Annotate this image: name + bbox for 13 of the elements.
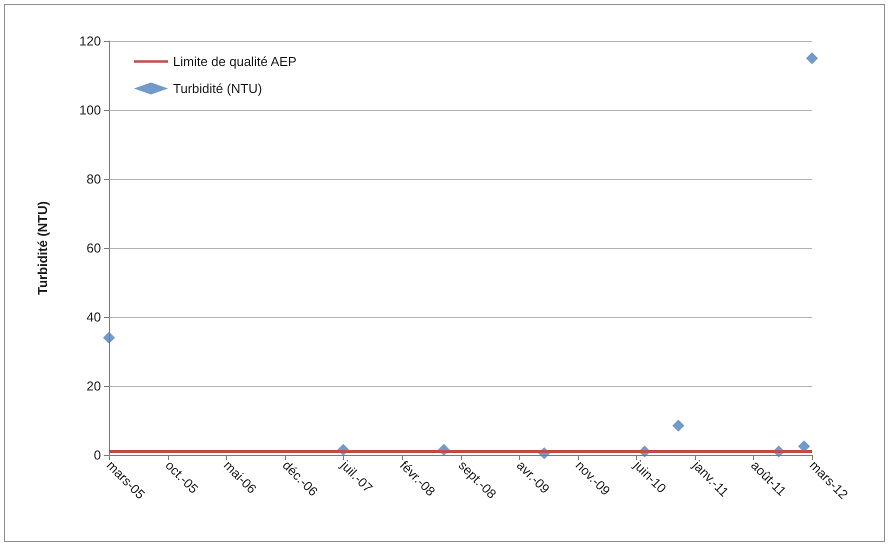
y-tick-label: 0 bbox=[94, 448, 101, 462]
y-tick-label: 20 bbox=[86, 378, 101, 394]
point bbox=[103, 332, 115, 344]
point bbox=[672, 420, 684, 432]
y-tick-label: 100 bbox=[79, 102, 101, 118]
y-tick-label: 80 bbox=[86, 172, 101, 186]
y-axis-title: Turbidité (NTU) bbox=[35, 201, 50, 295]
y-tick-label: 60 bbox=[86, 240, 101, 256]
legend-label: Turbidité (NTU) bbox=[173, 81, 262, 96]
legend-label: Limite de qualité AEP bbox=[173, 54, 297, 69]
y-tick-label: 40 bbox=[86, 310, 101, 324]
y-tick-label: 120 bbox=[79, 34, 101, 48]
point bbox=[806, 52, 818, 64]
